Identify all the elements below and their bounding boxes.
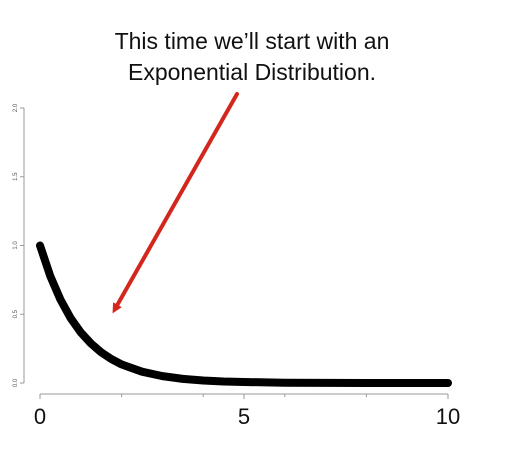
x-tick-label: 0 [34, 404, 46, 429]
x-tick-label: 10 [436, 404, 460, 429]
y-tick-label: 2.0 [13, 103, 19, 112]
y-tick-label: 0.5 [13, 309, 19, 318]
axes: 0.0 0.5 1.0 1.5 2.0 0 5 10 [13, 103, 460, 429]
series-line [36, 241, 452, 387]
chart-annotation: This time we’ll start with an Exponentia… [62, 26, 442, 88]
plot-area [36, 241, 452, 387]
annotation-line-2: Exponential Distribution. [127, 59, 377, 85]
y-tick-label: 1.0 [13, 241, 19, 250]
y-tick-label: 0.0 [13, 378, 19, 387]
annotation-line-1: This time we’ll start with an [114, 28, 390, 54]
y-tick-label: 1.5 [13, 172, 19, 181]
annotation-arrow [112, 92, 239, 314]
x-tick-label: 5 [238, 404, 250, 429]
